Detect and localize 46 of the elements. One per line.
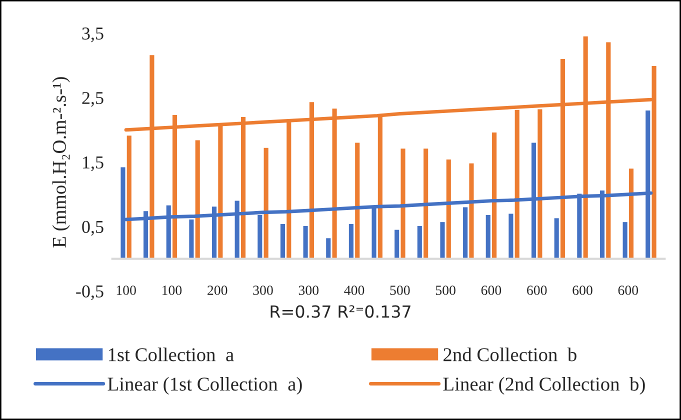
bar (417, 226, 422, 259)
bar (508, 214, 514, 259)
legend-label: Linear (2nd Collection b) (443, 377, 645, 395)
x-tick-label: 100 (116, 286, 136, 295)
bar (355, 142, 360, 259)
bar (348, 224, 354, 259)
bar (126, 136, 132, 259)
bar (469, 163, 474, 259)
bar (326, 238, 331, 259)
bar (628, 168, 634, 259)
y-tick-label: -0,5 (76, 285, 104, 300)
bar (622, 222, 628, 259)
y-axis-title: E (mmol.H₂O.m-².s-¹) (52, 77, 70, 248)
x-tick-label: 600 (618, 286, 638, 295)
y-tick-label: 2,5 (82, 92, 104, 107)
bar (394, 230, 400, 259)
bar (400, 148, 406, 259)
x-tick-label: 300 (253, 286, 273, 295)
x-tick-label: 600 (481, 286, 502, 295)
bar (463, 207, 468, 259)
y-tick-label: 3,5 (82, 27, 104, 42)
bar (195, 140, 200, 259)
x-tick-label: 300 (298, 286, 319, 295)
x-tick-label: 600 (572, 286, 592, 295)
x-tick-label: 600 (527, 286, 547, 295)
legend-label: 2nd Collection b (444, 348, 576, 362)
x-tick-label: 100 (162, 286, 182, 295)
x-tick-label: 400 (344, 286, 364, 295)
legend-label: 1st Collection a (108, 348, 234, 362)
bar (486, 214, 490, 259)
bar (492, 132, 497, 259)
y-tick-label: 0,5 (82, 220, 104, 236)
bar (538, 109, 542, 259)
bar (280, 224, 286, 259)
bar (440, 222, 445, 259)
bar (424, 148, 428, 259)
text: R=0.37 R²⁼0.137 (270, 305, 410, 318)
bar (446, 160, 451, 259)
legend-label: Linear (1st Collection a) (108, 377, 302, 395)
y-tick-label: 1,5 (83, 156, 104, 172)
x-tick-label: 200 (208, 286, 228, 295)
x-tick-label: 500 (390, 286, 410, 295)
bar (554, 218, 559, 259)
x-tick-label: 500 (436, 286, 456, 295)
bar (264, 148, 268, 259)
bar (303, 226, 308, 259)
